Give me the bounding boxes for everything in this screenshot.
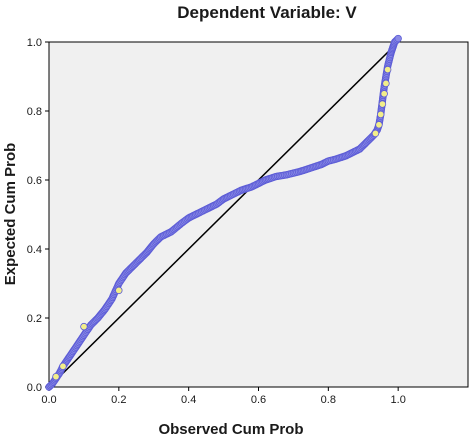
- highlighted-point-0: [52, 372, 60, 381]
- x-tick-label-1: 0.2: [111, 394, 126, 406]
- x-axis-ticks: 0.0 0.2 0.4 0.6 0.8 1.0: [41, 387, 406, 406]
- x-tick-label-3: 0.6: [251, 394, 266, 406]
- y-tick-label-5: 1.0: [27, 37, 42, 49]
- highlighted-point-4: [371, 129, 380, 138]
- highlighted-point-10: [383, 65, 392, 74]
- y-tick-label-0: 0.0: [27, 382, 42, 394]
- y-tick-label-3: 0.6: [27, 175, 42, 187]
- x-tick-label-4: 0.8: [321, 394, 336, 406]
- highlighted-point-3: [115, 286, 123, 295]
- highlighted-point-1: [59, 362, 67, 370]
- highlighted-point-8: [380, 90, 388, 98]
- y-tick-label-2: 0.4: [27, 244, 42, 256]
- x-tick-label-0: 0.0: [41, 394, 56, 406]
- y-axis-label: Expected Cum Prob: [2, 143, 19, 286]
- x-tick-label-5: 1.0: [391, 394, 406, 406]
- y-axis-ticks: 0.0 0.2 0.4 0.6 0.8 1.0: [27, 37, 49, 394]
- highlighted-point-2: [80, 322, 88, 331]
- highlighted-point-7: [378, 100, 387, 108]
- y-tick-label-1: 0.2: [27, 313, 42, 325]
- chart-title: Dependent Variable: V: [177, 3, 357, 22]
- data-points: [45, 34, 402, 391]
- plot-area: [48, 41, 469, 388]
- reference-diagonal-line: [48, 41, 399, 388]
- highlighted-point-9: [382, 79, 390, 88]
- x-axis-label: Observed Cum Prob: [158, 421, 303, 438]
- highlighted-point-6: [377, 110, 385, 119]
- data-point-320: [394, 34, 402, 43]
- y-tick-label-4: 0.8: [27, 106, 42, 118]
- x-tick-label-2: 0.4: [181, 394, 196, 406]
- highlighted-point-5: [375, 121, 383, 129]
